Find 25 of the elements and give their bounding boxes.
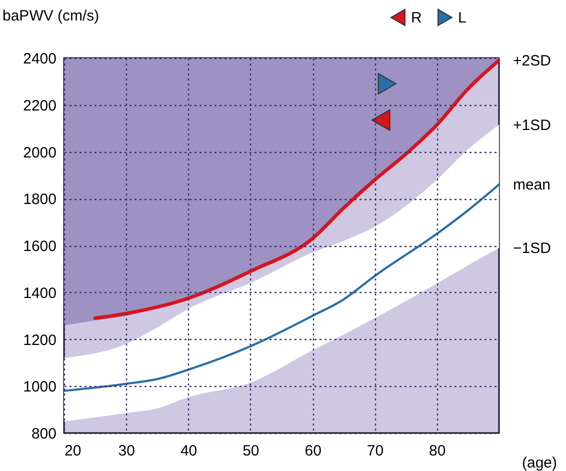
series-label: mean <box>513 176 551 194</box>
y-tick-label: 1400 <box>23 284 56 302</box>
y-tick-label: 2200 <box>23 97 56 114</box>
legend-label: R <box>411 9 422 26</box>
y-tick-label: 1800 <box>23 191 56 208</box>
y-tick-label: 800 <box>31 426 56 442</box>
y-tick-label: 1600 <box>23 238 56 255</box>
annotation: +1SD <box>513 116 552 134</box>
x-tick-label: 40 <box>180 442 198 460</box>
x-axis-title: (age) <box>522 454 558 471</box>
x-tick-label: 20 <box>64 442 82 460</box>
y-tick-label: 2000 <box>23 144 56 162</box>
legend-label: L <box>458 9 466 26</box>
y-tick-label: 2400 <box>23 50 56 68</box>
x-tick-label: 50 <box>242 442 260 460</box>
x-tick-label: 30 <box>118 442 135 460</box>
x-tick-label: 70 <box>366 442 384 460</box>
line-series <box>64 183 499 392</box>
y-axis-title: baPWV (cm/s) <box>2 8 100 24</box>
y-tick-label: 1200 <box>23 332 56 349</box>
y-tick-label: 1000 <box>23 378 56 396</box>
annotation: −1SD <box>513 240 552 257</box>
series-label: +2SD <box>513 52 552 70</box>
x-tick-label: 60 <box>304 442 322 460</box>
x-tick-label: 80 <box>429 442 446 460</box>
